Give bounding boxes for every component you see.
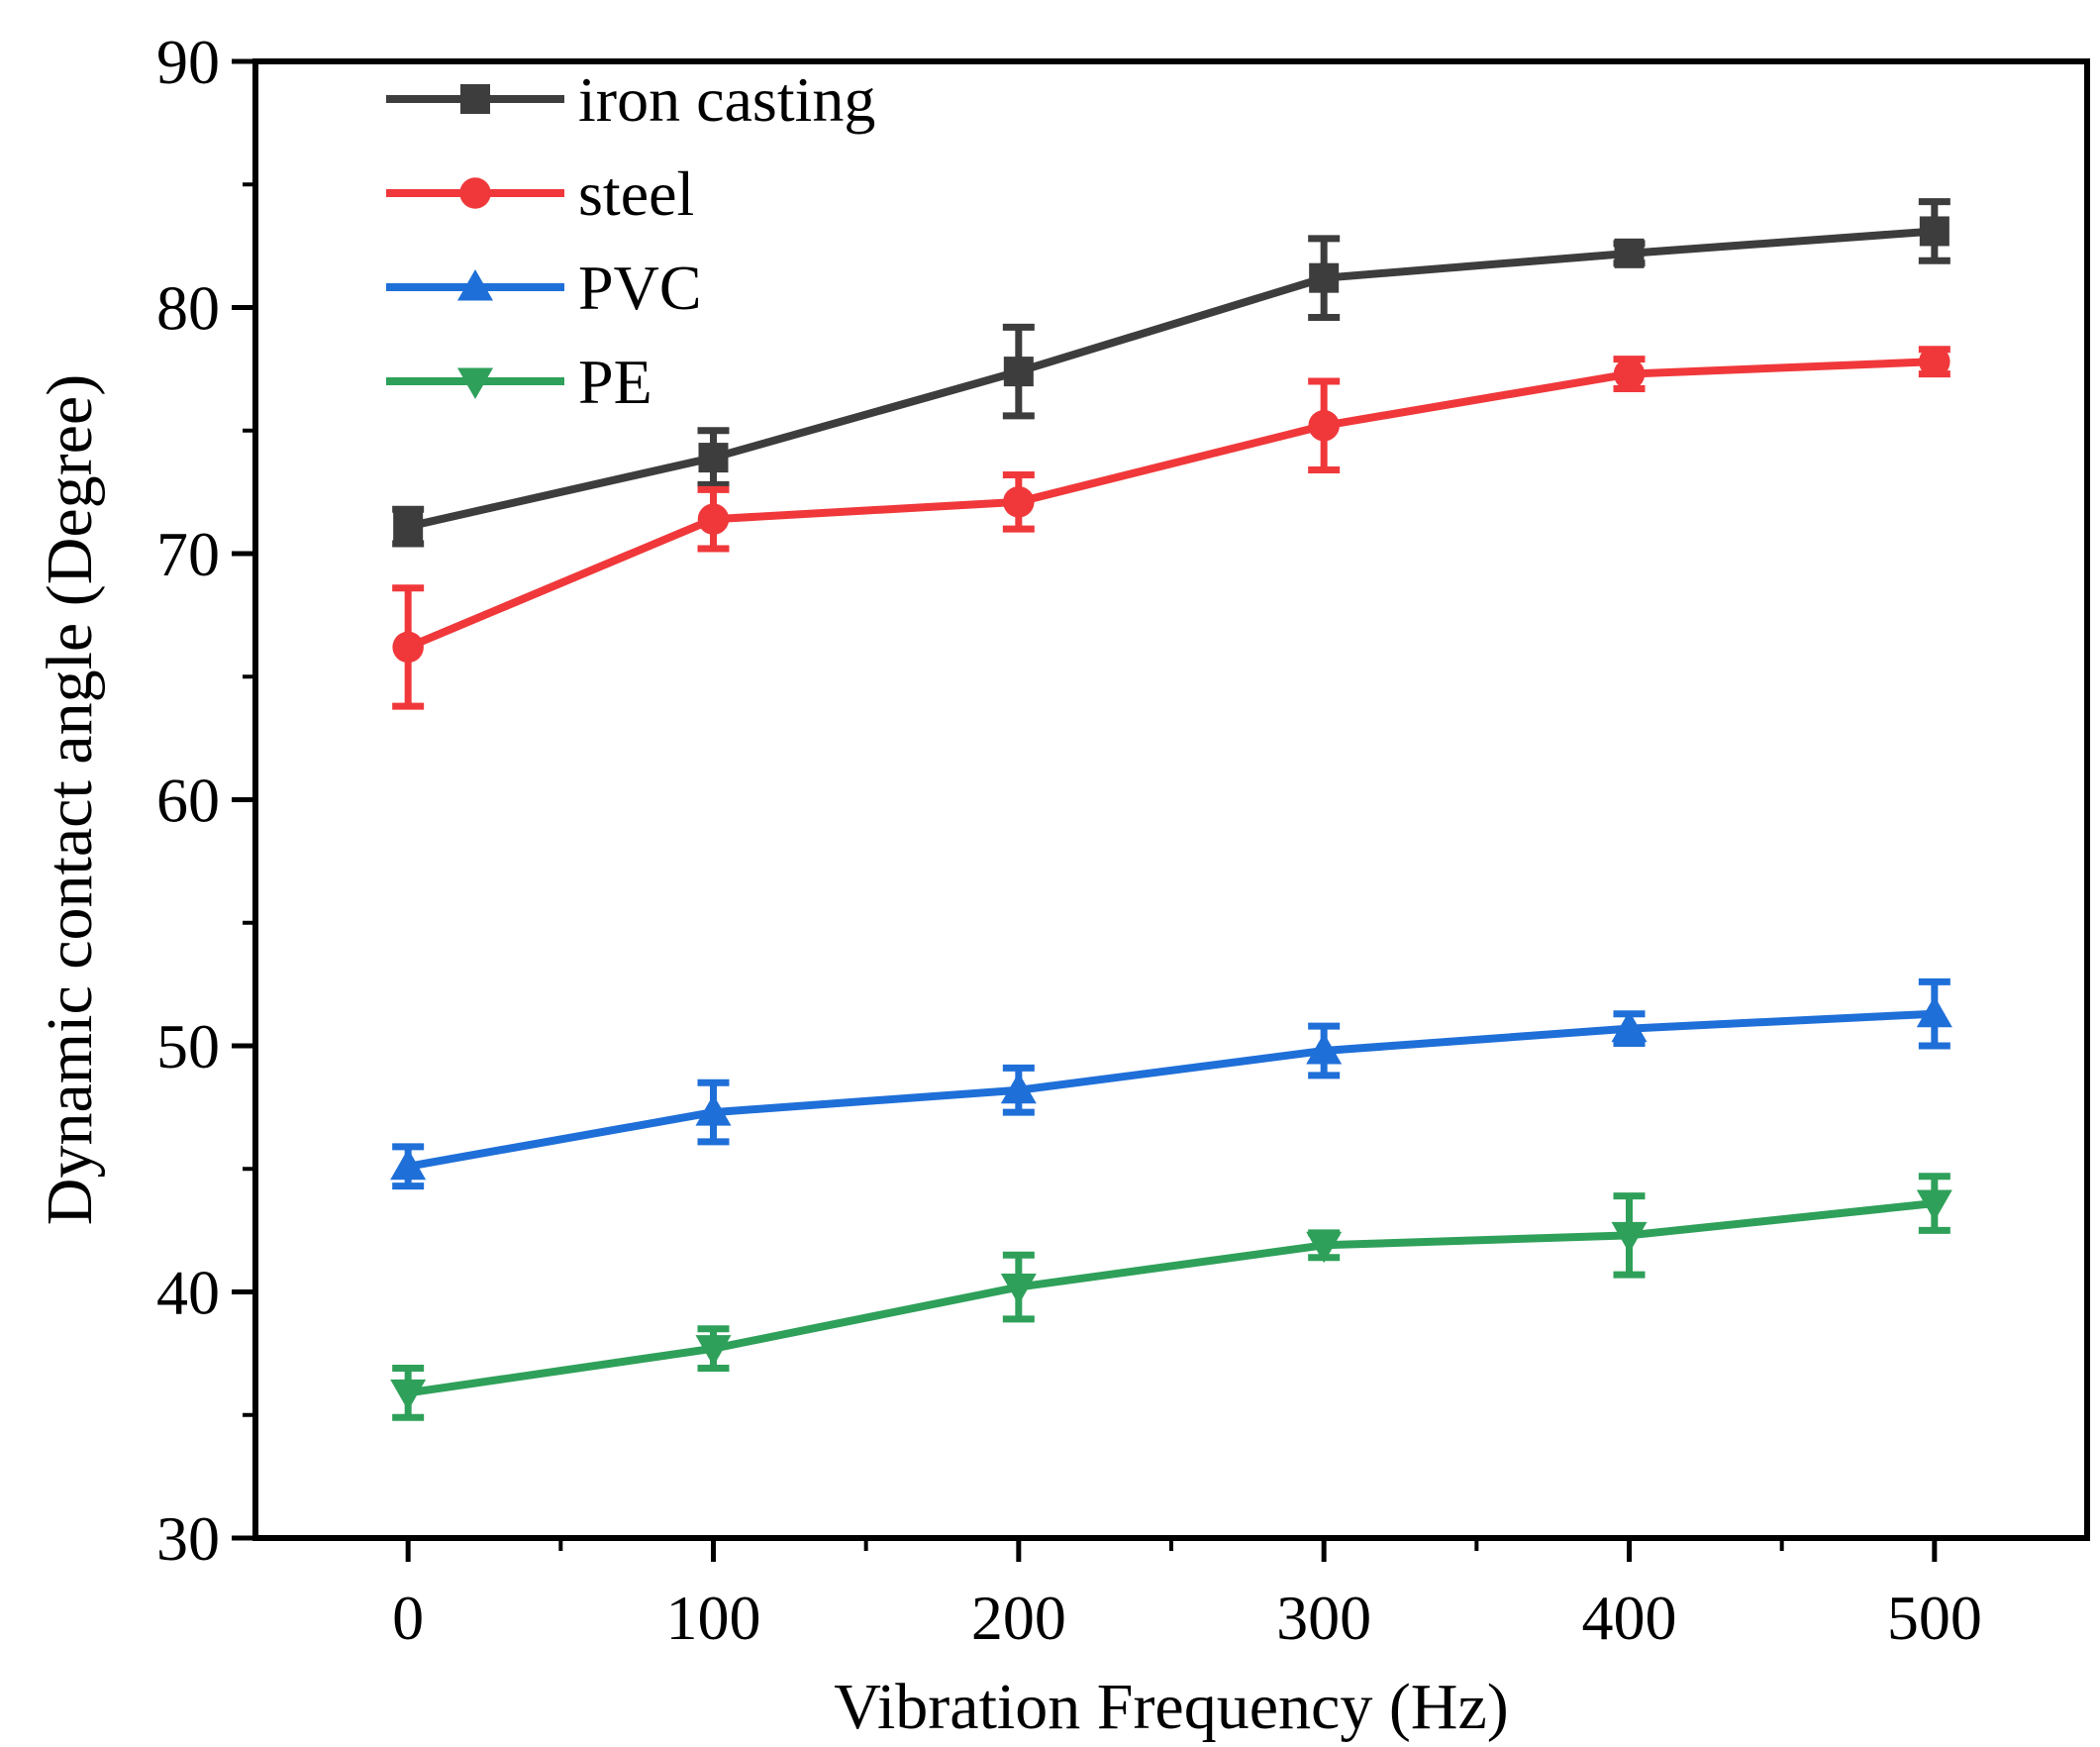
legend-label: PE [578, 347, 652, 417]
y-tick-label: 70 [156, 519, 220, 589]
y-axis-title: Dynamic contact angle (Degree) [34, 374, 106, 1225]
series-pvc [390, 977, 1952, 1190]
data-point [1306, 1231, 1343, 1264]
y-tick-label: 60 [156, 766, 220, 836]
data-point [698, 443, 729, 473]
series-steel [392, 346, 1950, 710]
legend-marker [457, 367, 493, 399]
plot-layer [390, 198, 1952, 1421]
legend-marker [457, 269, 493, 301]
x-tick-label: 200 [971, 1583, 1066, 1653]
data-point [1916, 995, 1952, 1028]
series-line [407, 1009, 1936, 1171]
legend-marker [460, 84, 490, 114]
data-point [1916, 1189, 1952, 1222]
y-tick-label: 80 [156, 273, 220, 344]
legend-item: PVC [386, 253, 702, 323]
legend: iron casting steel PVC PE [386, 64, 875, 417]
data-point [1309, 262, 1340, 293]
data-point [1613, 358, 1646, 390]
legend-label: steel [578, 158, 694, 229]
data-point [695, 1094, 732, 1126]
data-point [1611, 1221, 1648, 1254]
legend-item: iron casting [386, 64, 875, 135]
series-line [407, 227, 1936, 531]
y-tick-label: 90 [156, 27, 220, 97]
data-point [390, 1148, 427, 1181]
x-tick-label: 500 [1887, 1583, 1982, 1653]
series-pe [390, 1173, 1952, 1421]
data-point [1306, 1032, 1343, 1065]
data-point [1308, 410, 1340, 442]
legend-label: iron casting [578, 64, 875, 135]
data-point [1919, 346, 1950, 377]
data-point [393, 511, 424, 542]
series-iron-casting [392, 198, 1950, 548]
data-point [1000, 1274, 1037, 1305]
data-point [1003, 357, 1034, 387]
data-point [392, 631, 424, 664]
data-point [697, 503, 730, 535]
x-tick-label: 400 [1582, 1583, 1677, 1653]
y-tick-label: 40 [156, 1258, 220, 1328]
legend-label: PVC [578, 253, 702, 323]
legend-marker [459, 177, 491, 209]
x-tick-label: 100 [666, 1583, 761, 1653]
data-point [1919, 216, 1950, 247]
axes-layer: 30 40 50 60 70 80 90 0 100 200 300 400 500 [156, 27, 2090, 1653]
legend-item: steel [386, 158, 694, 229]
data-point [1000, 1072, 1037, 1104]
data-point [1003, 486, 1035, 518]
y-tick-label: 50 [156, 1011, 220, 1081]
x-tick-label: 300 [1276, 1583, 1371, 1653]
plot-frame [252, 58, 2090, 1541]
x-axis-title: Vibration Frequency (Hz) [834, 1671, 1508, 1743]
series-line [406, 358, 1935, 652]
y-tick-label: 30 [156, 1503, 220, 1574]
data-point [390, 1379, 427, 1411]
x-tick-label: 0 [392, 1583, 424, 1653]
data-point [1611, 1010, 1648, 1043]
data-point [1614, 238, 1645, 268]
legend-item: PE [386, 347, 652, 417]
data-point [695, 1335, 732, 1367]
series-line [407, 1199, 1936, 1397]
